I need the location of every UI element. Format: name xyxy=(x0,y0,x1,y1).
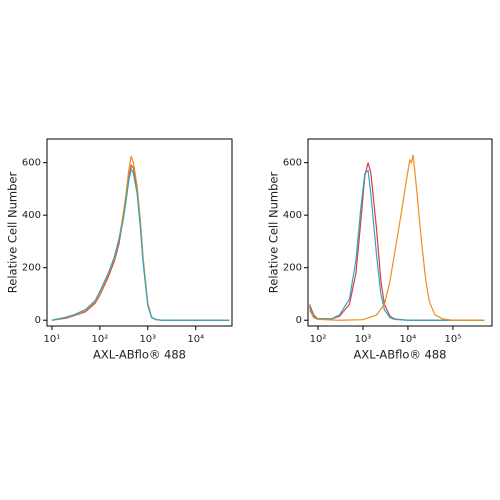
y-tick-label: 200 xyxy=(283,263,302,274)
x-tick-label: 10² xyxy=(310,334,327,345)
x-tick-label: 10⁴ xyxy=(400,334,417,345)
x-axis-title: AXL-ABflo® 488 xyxy=(93,348,186,362)
x-tick-label: 10⁴ xyxy=(187,334,204,345)
y-axis-title: Relative Cell Number xyxy=(267,172,281,294)
histogram-line xyxy=(51,167,230,321)
histogram-line xyxy=(309,154,485,321)
y-axis-title: Relative Cell Number xyxy=(6,172,20,294)
y-tick-label: 600 xyxy=(22,158,41,169)
x-axis-title: AXL-ABflo® 488 xyxy=(354,348,447,362)
x-tick-label: 10³ xyxy=(355,334,372,345)
histogram-line xyxy=(309,169,485,321)
x-tick-label: 10⁵ xyxy=(445,334,462,345)
y-tick-label: 0 xyxy=(296,315,302,326)
y-tick-label: 400 xyxy=(22,210,41,221)
y-tick-label: 600 xyxy=(283,158,302,169)
histogram-line xyxy=(51,163,230,321)
x-tick-label: 10² xyxy=(91,334,108,345)
x-tick-label: 10¹ xyxy=(44,334,61,345)
plot-frame xyxy=(307,138,493,327)
y-tick-label: 400 xyxy=(283,210,302,221)
y-tick-label: 200 xyxy=(22,263,41,274)
plot-frame xyxy=(46,138,233,327)
y-tick-label: 0 xyxy=(35,315,41,326)
x-tick-label: 10³ xyxy=(139,334,156,345)
